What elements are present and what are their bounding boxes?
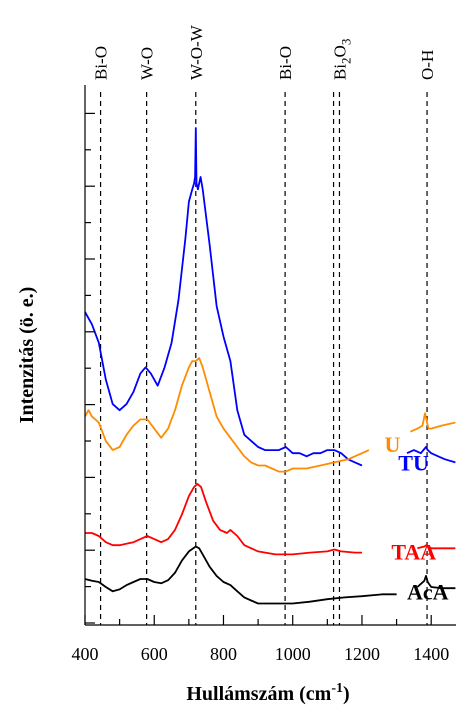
x-tick-label-800: 800 <box>210 644 237 664</box>
annotation-label-6: O-H <box>418 50 437 80</box>
annotation-label-0: Bi-O <box>92 46 111 80</box>
series-line-tu <box>84 127 363 467</box>
x-tick-label-1200: 1200 <box>344 644 380 664</box>
series-label-aca: AcA <box>407 579 449 604</box>
x-axis-title: Hullámszám (cm-1) <box>186 681 349 705</box>
annotation-label-1: W-O <box>138 47 157 80</box>
series-label-tu: TU <box>398 450 429 475</box>
x-ticks: 400 600 800 1000 1200 1400 <box>72 615 449 664</box>
x-tick-label-1000: 1000 <box>275 644 311 664</box>
y-ticks <box>85 112 95 624</box>
x-tick-label-400: 400 <box>72 644 99 664</box>
annotation-lines <box>99 92 428 625</box>
axes <box>84 85 456 626</box>
series-line-u-b <box>410 412 456 433</box>
series-label-u: U <box>384 432 400 457</box>
y-axis-title: Intenzitás (ö. e.) <box>16 287 38 424</box>
annotation-label-5: Bi2O3 <box>330 39 353 80</box>
annotation-label-3: Bi-O <box>276 46 295 80</box>
x-tick-label-1400: 1400 <box>413 644 449 664</box>
series-line-taa-b <box>417 544 456 550</box>
series-line-u <box>84 357 370 473</box>
series-labels: TUU TAA AcA <box>384 432 448 604</box>
series-line-tu-b <box>406 446 456 464</box>
series-line-aca-b <box>416 575 456 590</box>
series-lines <box>84 127 456 605</box>
series-line-aca <box>84 545 397 605</box>
annotation-label-2: W-O-W <box>187 24 206 80</box>
series-label-taa: TAA <box>391 539 436 564</box>
series-line-taa <box>85 483 362 556</box>
x-tick-label-600: 600 <box>141 644 168 664</box>
annotation-labels: Bi-O W-O W-O-W Bi-O Bi2O3 O-H <box>92 24 437 80</box>
